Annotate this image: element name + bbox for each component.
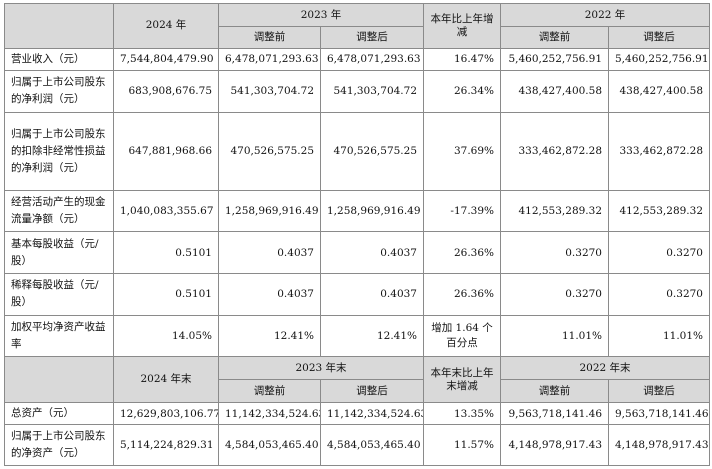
cell-yoy: 增加 1.64 个百分点 (423, 314, 501, 358)
cell-2023-before: 4,584,053,465.40 (218, 424, 321, 466)
cell-2024: 14.05% (113, 314, 219, 358)
cell-2023-before: 541,303,704.72 (218, 69, 321, 113)
table-row: 营业收入（元） 7,544,804,479.90 6,478,071,293.6… (4, 47, 710, 71)
header-2023-end-after: 调整后 (320, 379, 424, 404)
cell-2023-before: 0.4037 (218, 272, 321, 316)
header-2022-end-before: 调整前 (500, 379, 609, 404)
header-2022-before: 调整前 (500, 26, 609, 49)
cell-2022-before: 333,462,872.28 (500, 111, 609, 191)
header-yoy: 本年比上年增减 (423, 3, 501, 49)
cell-yoy: 13.35% (423, 402, 501, 426)
cell-2022-before: 0.3270 (500, 272, 609, 316)
row-label: 稀释每股收益（元/股） (4, 272, 114, 316)
cell-2023-after: 12.41% (320, 314, 424, 358)
cell-2024: 7,544,804,479.90 (113, 47, 219, 71)
header-2022-after: 调整后 (608, 26, 710, 49)
header-blank-top (4, 3, 114, 49)
header-yoy-end: 本年末比上年末增减 (423, 356, 501, 404)
cell-2022-after: 0.3270 (608, 272, 710, 316)
table-row: 经营活动产生的现金流量净额（元） 1,040,083,355.67 1,258,… (4, 189, 710, 233)
header-2022-end-after: 调整后 (608, 379, 710, 404)
cell-yoy: 11.57% (423, 424, 501, 466)
cell-yoy: 26.36% (423, 231, 501, 274)
cell-2024: 0.5101 (113, 272, 219, 316)
cell-2024: 5,114,224,829.31 (113, 424, 219, 466)
header-2022-end: 2022 年末 (500, 356, 710, 381)
cell-2022-after: 9,563,718,141.46 (608, 402, 710, 426)
header-2023-after: 调整后 (320, 26, 424, 49)
cell-2022-before: 0.3270 (500, 231, 609, 274)
header-blank-bottom (4, 356, 114, 404)
cell-yoy: 37.69% (423, 111, 501, 191)
cell-2024: 647,881,968.66 (113, 111, 219, 191)
row-label: 加权平均净资产收益率 (4, 314, 114, 358)
row-label: 基本每股收益（元/股） (4, 231, 114, 274)
cell-2022-before: 5,460,252,756.91 (500, 47, 609, 71)
cell-2023-after: 0.4037 (320, 272, 424, 316)
table-row: 归属于上市公司股东的净利润（元） 683,908,676.75 541,303,… (4, 69, 710, 113)
header-2022: 2022 年 (500, 2, 710, 28)
header-2023-end: 2023 年末 (218, 356, 424, 381)
cell-2022-before: 438,427,400.58 (500, 69, 609, 113)
cell-2022-after: 333,462,872.28 (608, 111, 710, 191)
cell-2022-after: 0.3270 (608, 231, 710, 274)
cell-2022-before: 9,563,718,141.46 (500, 402, 609, 426)
cell-2022-after: 412,553,289.32 (608, 189, 710, 233)
table-row: 归属于上市公司股东的扣除非经常性损益的净利润（元） 647,881,968.66… (4, 111, 710, 191)
cell-2022-after: 5,460,252,756.91 (608, 47, 710, 71)
cell-2022-after: 438,427,400.58 (608, 69, 710, 113)
cell-2023-after: 6,478,071,293.63 (320, 47, 424, 71)
header-2023: 2023 年 (218, 2, 424, 28)
cell-2023-after: 4,584,053,465.40 (320, 424, 424, 466)
row-label: 归属于上市公司股东的扣除非经常性损益的净利润（元） (4, 111, 114, 191)
cell-2023-before: 12.41% (218, 314, 321, 358)
cell-2022-before: 11.01% (500, 314, 609, 358)
cell-2023-before: 470,526,575.25 (218, 111, 321, 191)
table-row: 加权平均净资产收益率 14.05% 12.41% 12.41% 增加 1.64 … (4, 314, 710, 358)
key-financial-indicators-table: 2024 年 2023 年 本年比上年增减 2022 年 调整前 调整后 调整前… (4, 2, 710, 466)
header-2023-before: 调整前 (218, 26, 321, 49)
cell-2022-after: 11.01% (608, 314, 710, 358)
cell-2023-before: 11,142,334,524.63 (218, 402, 321, 426)
row-label: 归属于上市公司股东的净资产（元） (4, 424, 114, 466)
cell-2022-before: 412,553,289.32 (500, 189, 609, 233)
cell-2024: 683,908,676.75 (113, 69, 219, 113)
table-row: 基本每股收益（元/股） 0.5101 0.4037 0.4037 26.36% … (4, 231, 710, 274)
cell-2022-after: 4,148,978,917.43 (608, 424, 710, 466)
cell-2023-after: 1,258,969,916.49 (320, 189, 424, 233)
row-label: 营业收入（元） (4, 47, 114, 71)
header-2024: 2024 年 (113, 3, 219, 49)
header-2024-end: 2024 年末 (113, 356, 219, 404)
row-label: 归属于上市公司股东的净利润（元） (4, 69, 114, 113)
cell-2023-after: 0.4037 (320, 231, 424, 274)
cell-2023-after: 11,142,334,524.63 (320, 402, 424, 426)
cell-2023-before: 0.4037 (218, 231, 321, 274)
cell-2023-before: 1,258,969,916.49 (218, 189, 321, 233)
table-row: 总资产（元） 12,629,803,106.77 11,142,334,524.… (4, 402, 710, 426)
cell-2023-after: 470,526,575.25 (320, 111, 424, 191)
cell-yoy: -17.39% (423, 189, 501, 233)
cell-2024: 12,629,803,106.77 (113, 402, 219, 426)
cell-2023-after: 541,303,704.72 (320, 69, 424, 113)
row-label: 总资产（元） (4, 402, 114, 426)
cell-2024: 0.5101 (113, 231, 219, 274)
row-label: 经营活动产生的现金流量净额（元） (4, 189, 114, 233)
cell-yoy: 16.47% (423, 47, 501, 71)
cell-2023-before: 6,478,071,293.63 (218, 47, 321, 71)
cell-yoy: 26.36% (423, 272, 501, 316)
cell-2024: 1,040,083,355.67 (113, 189, 219, 233)
table-row: 稀释每股收益（元/股） 0.5101 0.4037 0.4037 26.36% … (4, 272, 710, 316)
cell-2022-before: 4,148,978,917.43 (500, 424, 609, 466)
table-row: 归属于上市公司股东的净资产（元） 5,114,224,829.31 4,584,… (4, 424, 710, 466)
header-2023-end-before: 调整前 (218, 379, 321, 404)
cell-yoy: 26.34% (423, 69, 501, 113)
